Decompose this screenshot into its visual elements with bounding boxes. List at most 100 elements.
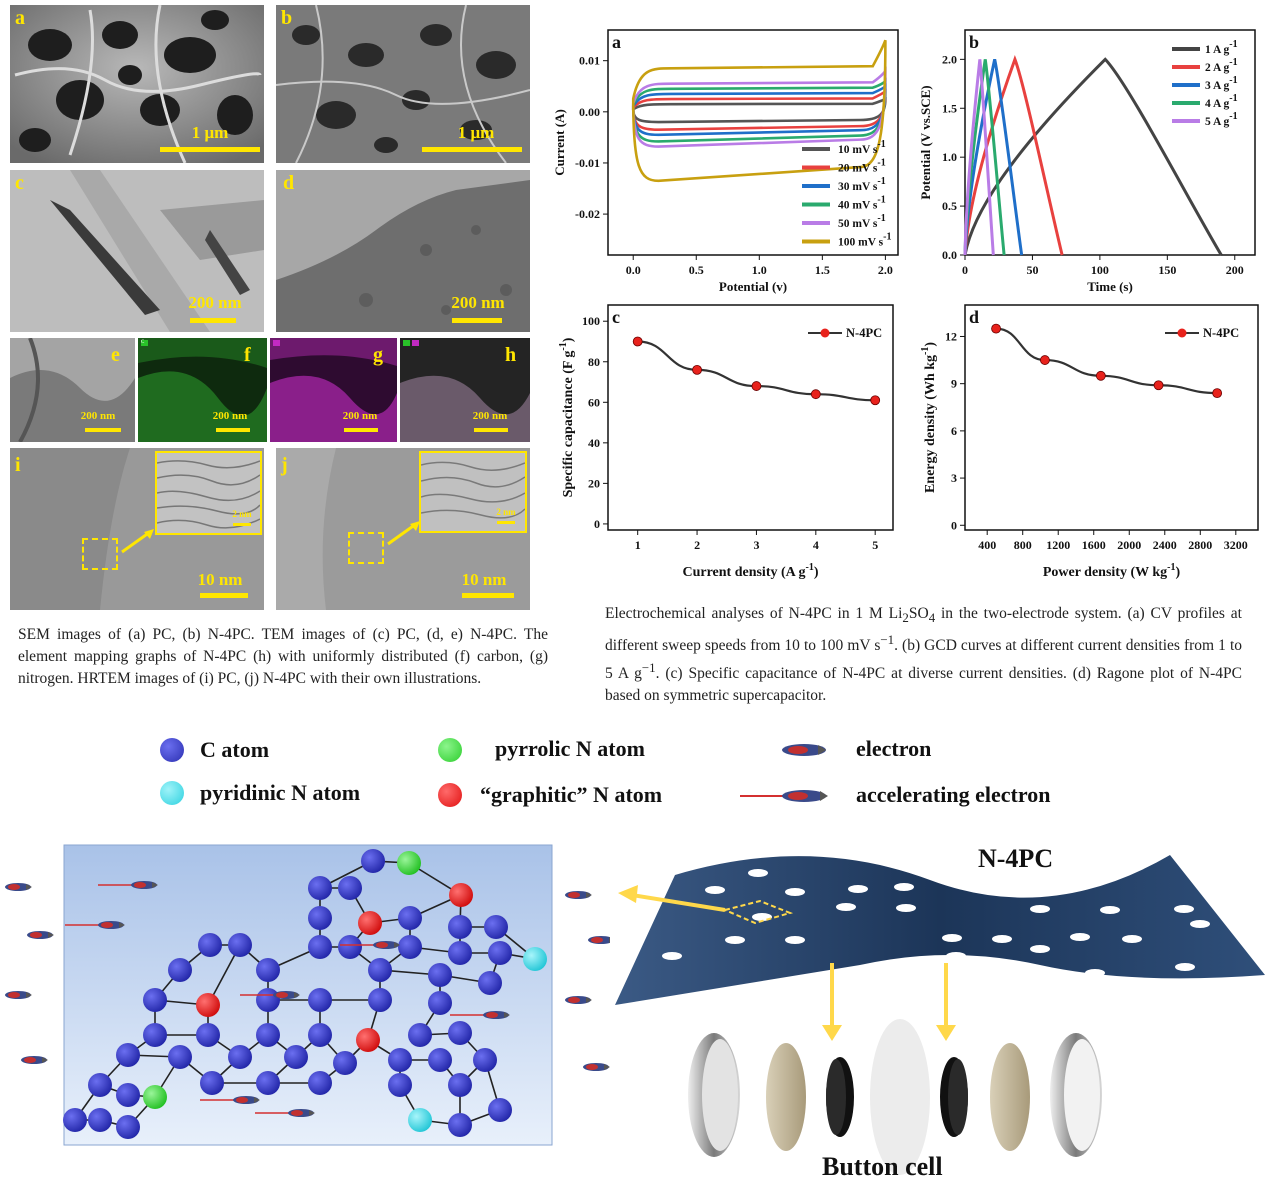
electron-core xyxy=(24,1057,36,1063)
x-tick-label: 400 xyxy=(978,538,996,552)
x-tick-label: 1.5 xyxy=(815,263,830,277)
c-atom xyxy=(228,1045,252,1069)
data-point xyxy=(1095,370,1106,381)
c-atom xyxy=(256,958,280,982)
pyrrolic-n-atom xyxy=(397,851,421,875)
c-atom xyxy=(308,935,332,959)
electron-core xyxy=(591,937,603,943)
scale-bar-label: 200 nm xyxy=(80,410,116,422)
y-axis-label: Current (A) xyxy=(552,109,567,176)
tem-wrinkled-texture xyxy=(276,170,530,332)
panel-label: i xyxy=(15,454,21,476)
caption-micrographs: SEM images of (a) PC, (b) N-4PC. TEM ima… xyxy=(18,626,548,687)
accelerating-electron xyxy=(98,881,158,889)
c-atom xyxy=(256,1071,280,1095)
electron-core xyxy=(276,992,288,998)
electron-tip xyxy=(294,992,300,998)
selection-box xyxy=(348,532,384,564)
scale-bar xyxy=(190,318,236,323)
legend-label: 50 mV s-1 xyxy=(838,213,886,230)
electron xyxy=(565,996,592,1004)
x-tick-label: 2800 xyxy=(1188,538,1212,552)
map-badge-carbon: C xyxy=(141,340,148,346)
c-atom xyxy=(338,935,362,959)
x-tick-label: 3 xyxy=(753,538,759,552)
caption-text: . (c) Specific capacitance of N-4PC at d… xyxy=(605,665,1242,705)
panel-c-tem: c 200 nm xyxy=(10,170,264,332)
x-tick-label: 150 xyxy=(1158,263,1176,277)
c-atom xyxy=(398,935,422,959)
electron-core xyxy=(236,1097,248,1103)
c-atom xyxy=(256,988,280,1012)
c-atom xyxy=(308,988,332,1012)
arrow-icon xyxy=(936,1025,956,1041)
sheet-title: N-4PC xyxy=(978,844,1053,873)
selection-rhombus xyxy=(721,899,794,925)
x-axis-label: Time (s) xyxy=(1087,279,1133,294)
c-atom xyxy=(88,1073,112,1097)
y-tick-label: 1.0 xyxy=(942,150,957,164)
electron xyxy=(5,991,32,999)
electron-core xyxy=(568,997,580,1003)
c-atom xyxy=(368,988,392,1012)
x-tick-label: 0.5 xyxy=(689,263,704,277)
electron-tip xyxy=(26,884,32,890)
scale-bar xyxy=(474,428,508,432)
c-atom xyxy=(448,941,472,965)
x-axis-label: Current density (A g-1) xyxy=(682,562,818,580)
electron-tip xyxy=(309,1110,315,1116)
panel-label: c xyxy=(15,172,24,194)
y-tick-label: 100 xyxy=(582,314,600,328)
electron xyxy=(5,883,32,891)
scale-bar-label: 200 nm xyxy=(212,410,248,422)
data-point xyxy=(751,381,762,391)
nitrogen-map-texture xyxy=(270,338,397,442)
y-tick-label: 0.01 xyxy=(579,54,600,68)
inset-scale-label: 2 nm xyxy=(232,509,252,519)
c-atom xyxy=(398,906,422,930)
legend-graphitic: “graphitic” N atom xyxy=(480,782,663,807)
electron-tip xyxy=(42,1057,48,1063)
cv-loop xyxy=(631,39,887,183)
legend-label: N-4PC xyxy=(1203,326,1239,340)
panel-label: c xyxy=(612,307,620,327)
legend-label: 20 mV s-1 xyxy=(838,158,886,175)
scale-bar xyxy=(422,147,522,152)
legend-marker xyxy=(1177,328,1187,338)
arrow-icon xyxy=(822,1025,842,1041)
c-atom xyxy=(308,906,332,930)
caption-sub: 4 xyxy=(928,610,936,626)
panel-label: f xyxy=(244,344,251,366)
c-atom xyxy=(488,941,512,965)
pyridinic-n-atom xyxy=(523,947,547,971)
chart-gcd-curves: 0 50 100 150 200 0.0 0.5 1.0 1.5 2.0 b 1 A g-12 A g… xyxy=(918,29,1256,294)
c-atom xyxy=(168,1045,192,1069)
pyrrolic-n-atom xyxy=(143,1085,167,1109)
pyrrolic-n-icon xyxy=(438,738,462,762)
y-tick-label: 3 xyxy=(951,471,957,485)
cv-loop xyxy=(631,96,887,124)
legend-electron: electron xyxy=(856,736,932,761)
panel-label: g xyxy=(373,344,383,366)
scale-bar xyxy=(462,593,514,598)
inset-scale-bar xyxy=(233,523,251,526)
electron-core xyxy=(486,1012,498,1018)
y-tick-label: 80 xyxy=(588,355,600,369)
panel-label: b xyxy=(281,7,293,29)
electron-tip xyxy=(152,882,158,888)
caption-sup: −1 xyxy=(880,632,895,648)
caption-text: in the two-electrode system. (a) CV prof… xyxy=(605,605,1242,655)
c-atom xyxy=(63,1108,87,1132)
y-tick-label: 9 xyxy=(951,377,957,391)
legend-label: 3 A g-1 xyxy=(1205,75,1238,92)
scale-bar-label: 1 μm xyxy=(191,123,229,142)
inset-lattice: 2 nm xyxy=(419,451,527,533)
x-tick-label: 0.0 xyxy=(626,263,641,277)
electron-core xyxy=(586,1064,598,1070)
c-atom xyxy=(228,933,252,957)
gcd-curve xyxy=(963,57,1223,256)
chart-ragone-plot: 400 800 1200 1600 2000 2400 2800 3200 0 3 6 9 12 d N-4… xyxy=(920,304,1259,580)
accelerating-electron xyxy=(340,941,400,949)
c-atom xyxy=(143,988,167,1012)
legend-label: 5 A g-1 xyxy=(1205,111,1238,128)
